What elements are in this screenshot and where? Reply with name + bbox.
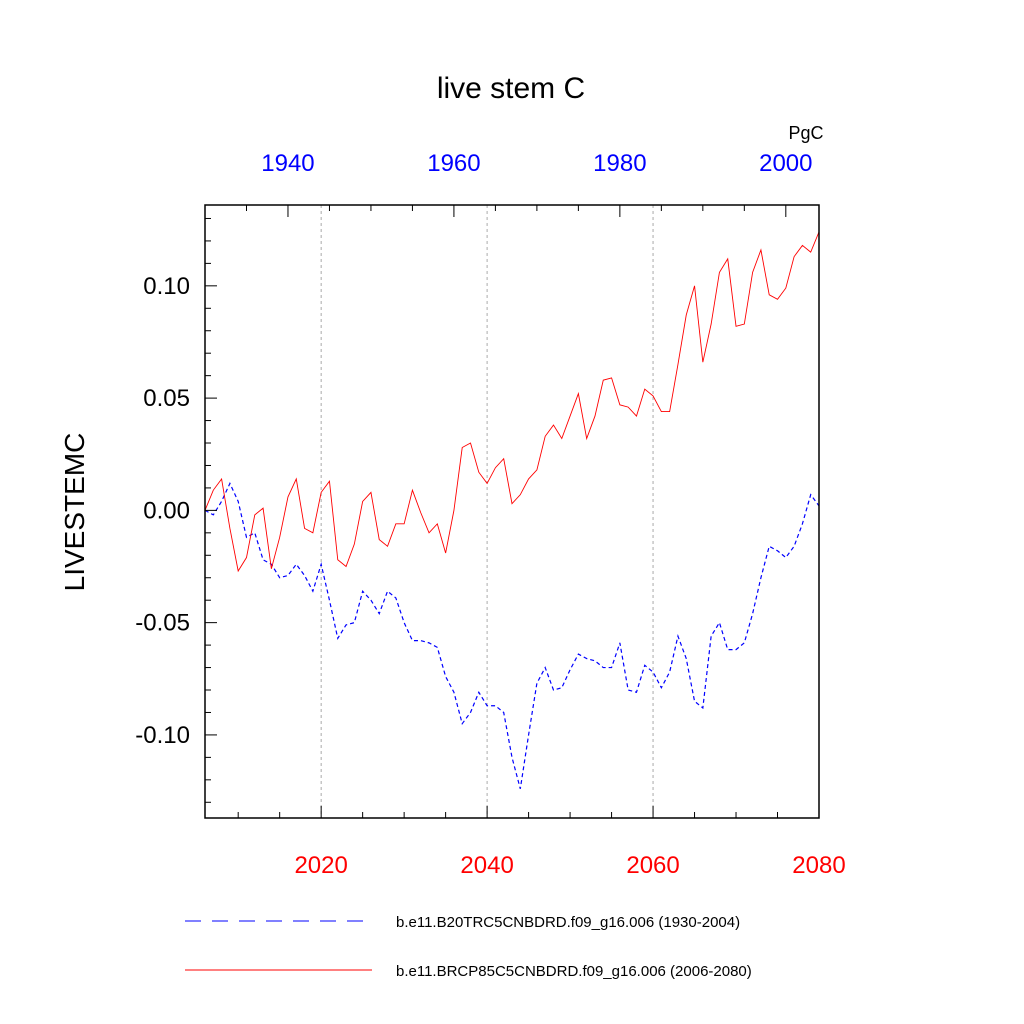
y-axis-label: LIVESTEMC (59, 433, 90, 592)
legend-label-rcp85: b.e11.BRCP85C5CNBDRD.f09_g16.006 (2006-2… (396, 963, 752, 980)
bottom-tick-label: 2020 (294, 852, 347, 879)
legend-label-historical: b.e11.B20TRC5CNBDRD.f09_g16.006 (1930-20… (396, 914, 740, 931)
chart-title: live stem C (437, 72, 585, 105)
gridlines (320, 205, 654, 818)
y-tick-label: 0.05 (143, 385, 190, 412)
series-line-1 (204, 231, 820, 573)
y-tick-label: -0.10 (135, 722, 190, 749)
bottom-tick-label: 2080 (792, 852, 845, 879)
top-tick-label: 1960 (427, 150, 480, 177)
series-group (204, 231, 820, 789)
y-tick-label: 0.10 (143, 273, 190, 300)
bottom-tick-label: 2040 (460, 852, 513, 879)
bottom-tick-label: 2060 (626, 852, 679, 879)
axis-ticks (204, 205, 820, 818)
top-tick-label: 1980 (593, 150, 646, 177)
top-tick-label: 2000 (759, 150, 812, 177)
series-line-0 (204, 481, 820, 789)
y-tick-label: 0.00 (143, 497, 190, 524)
y-tick-label: -0.05 (135, 610, 190, 637)
legend: b.e11.B20TRC5CNBDRD.f09_g16.006 (1930-20… (185, 914, 752, 980)
plot-frame (204, 204, 820, 819)
top-tick-label: 1940 (261, 150, 314, 177)
axis-tick-labels: 2020 2040 2060 2080 1940 1960 1980 2000 -0.10 -0.… (135, 150, 845, 879)
units-label: PgC (788, 123, 823, 143)
